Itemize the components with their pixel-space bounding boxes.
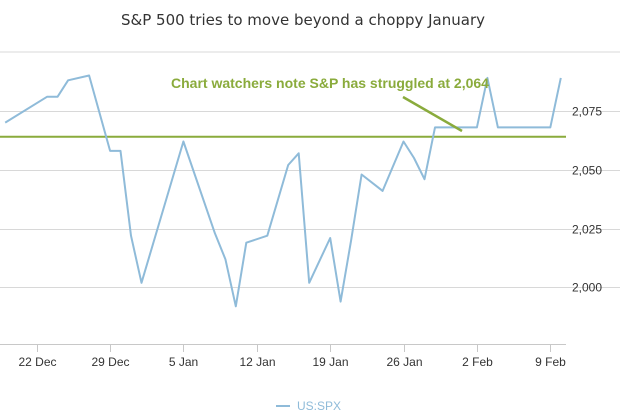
data-point — [214, 232, 216, 234]
series-line-0 — [4, 74, 562, 308]
data-point — [476, 126, 478, 128]
annotation-group: Chart watchers note S&P has struggled at… — [171, 75, 489, 133]
x-tick-label: 22 Dec — [18, 355, 56, 369]
legend[interactable]: US:SPX — [276, 399, 341, 413]
data-point — [507, 126, 509, 128]
x-tick-label: 26 Jan — [386, 355, 422, 369]
x-tick-label: 5 Jan — [169, 355, 198, 369]
data-point — [88, 75, 90, 77]
annotation-pointer — [402, 95, 463, 133]
series-group — [4, 74, 562, 308]
y-axis-ticks: 2,000 2,025 2,050 2,075 — [572, 105, 602, 295]
y-tick-label: 2,000 — [572, 281, 602, 295]
data-point — [266, 235, 268, 237]
x-tick-label: 12 Jan — [239, 355, 275, 369]
data-point — [182, 141, 184, 143]
data-point — [329, 237, 331, 239]
data-point — [109, 150, 111, 152]
data-point — [549, 126, 551, 128]
data-point — [224, 258, 226, 260]
data-point — [434, 126, 436, 128]
data-point — [46, 96, 48, 98]
x-tick-label: 2 Feb — [462, 355, 493, 369]
data-point — [350, 239, 352, 241]
data-point — [57, 96, 59, 98]
data-point — [560, 77, 562, 79]
data-point — [424, 178, 426, 180]
y-tick-label: 2,075 — [572, 105, 602, 119]
y-tick-label: 2,025 — [572, 223, 602, 237]
chart-title: S&P 500 tries to move beyond a choppy Ja… — [121, 11, 485, 29]
data-point — [298, 152, 300, 154]
x-tick-label: 19 Jan — [312, 355, 348, 369]
data-point — [235, 305, 237, 307]
x-axis: 22 Dec 29 Dec 5 Jan 12 Jan 19 Jan 26 Jan 2 Feb… — [0, 344, 566, 369]
data-point — [528, 126, 530, 128]
data-point — [413, 157, 415, 159]
data-point — [141, 282, 143, 284]
data-point — [539, 126, 541, 128]
data-point — [130, 235, 132, 237]
data-point — [245, 242, 247, 244]
annotation-label: Chart watchers note S&P has struggled at… — [171, 75, 489, 91]
data-point — [67, 79, 69, 81]
data-point — [361, 174, 363, 176]
y-tick-label: 2,050 — [572, 164, 602, 178]
data-point — [340, 301, 342, 303]
data-point — [4, 122, 6, 124]
data-point — [308, 282, 310, 284]
x-tick-label: 9 Feb — [535, 355, 566, 369]
gridlines — [0, 51, 620, 288]
data-point — [287, 164, 289, 166]
x-tick-label: 29 Dec — [91, 355, 129, 369]
legend-label: US:SPX — [297, 399, 341, 413]
data-point — [497, 126, 499, 128]
data-point — [120, 150, 122, 152]
data-point — [403, 141, 405, 143]
data-point — [382, 190, 384, 192]
